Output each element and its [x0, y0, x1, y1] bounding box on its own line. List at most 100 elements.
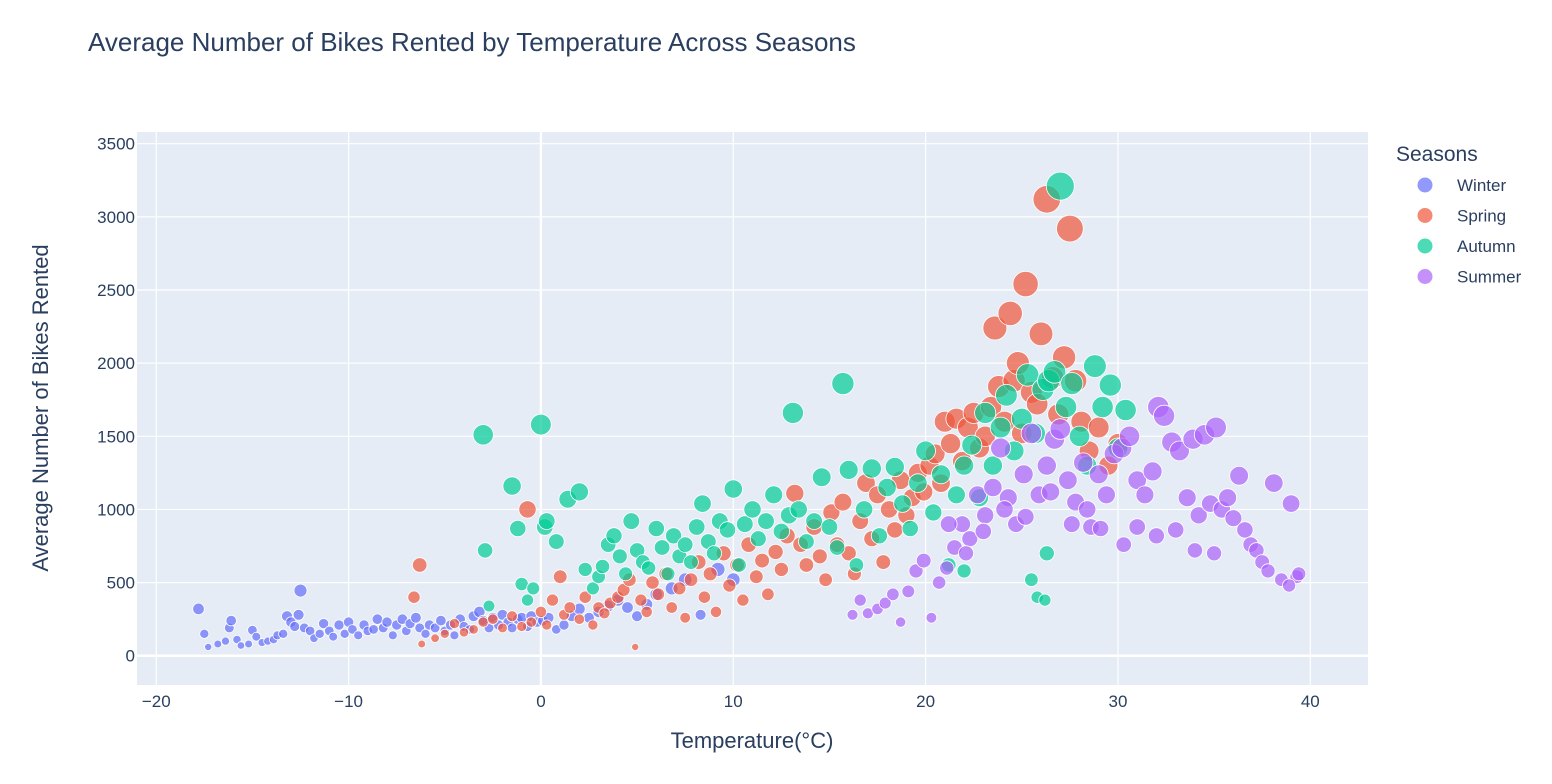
data-point-autumn[interactable] [811, 467, 832, 488]
data-point-autumn[interactable] [547, 533, 565, 550]
data-point-spring[interactable] [811, 548, 828, 565]
data-point-autumn[interactable] [954, 455, 975, 476]
data-point-spring[interactable] [940, 433, 962, 455]
data-point-spring[interactable] [665, 601, 678, 614]
data-point-autumn[interactable] [1038, 593, 1052, 607]
data-point-autumn[interactable] [1042, 360, 1067, 384]
data-point-spring[interactable] [722, 578, 737, 593]
data-point-autumn[interactable] [605, 527, 623, 545]
data-point-autumn[interactable] [537, 512, 556, 530]
data-point-autumn[interactable] [1038, 545, 1055, 562]
data-point-autumn[interactable] [688, 518, 706, 536]
data-point-summer[interactable] [1177, 488, 1197, 508]
data-point-summer[interactable] [1291, 566, 1307, 582]
data-point-autumn[interactable] [586, 581, 600, 596]
data-point-summer[interactable] [925, 611, 938, 624]
legend-item-summer[interactable]: Summer [1417, 268, 1522, 287]
data-point-summer[interactable] [1097, 485, 1116, 505]
data-point-winter[interactable] [278, 628, 289, 639]
data-point-autumn[interactable] [901, 519, 919, 538]
data-point-autumn[interactable] [924, 503, 943, 522]
data-point-summer[interactable] [1078, 500, 1097, 519]
data-point-autumn[interactable] [915, 440, 936, 462]
data-point-summer[interactable] [1282, 578, 1297, 593]
data-point-spring[interactable] [798, 557, 815, 573]
data-point-spring[interactable] [573, 613, 586, 625]
data-point-autumn[interactable] [521, 593, 535, 607]
data-point-spring[interactable] [458, 627, 470, 638]
data-point-summer[interactable] [1092, 519, 1110, 538]
data-point-summer[interactable] [901, 584, 916, 599]
data-point-autumn[interactable] [569, 482, 589, 502]
data-point-spring[interactable] [506, 610, 518, 623]
data-point-spring[interactable] [702, 566, 718, 582]
data-point-winter[interactable] [621, 601, 634, 614]
data-point-summer[interactable] [1073, 452, 1094, 473]
data-point-summer[interactable] [974, 522, 992, 541]
data-point-winter[interactable] [368, 624, 379, 635]
data-point-spring[interactable] [477, 616, 489, 628]
data-point-summer[interactable] [886, 587, 900, 602]
data-point-autumn[interactable] [1098, 373, 1122, 397]
data-point-spring[interactable] [497, 622, 508, 634]
data-point-winter[interactable] [435, 614, 447, 627]
data-point-autumn[interactable] [660, 566, 676, 582]
data-point-spring[interactable] [1028, 321, 1054, 347]
data-point-winter[interactable] [232, 634, 242, 645]
data-point-summer[interactable] [1147, 527, 1165, 545]
data-point-summer[interactable] [894, 616, 907, 628]
data-point-spring[interactable] [833, 492, 853, 512]
data-point-autumn[interactable] [706, 545, 723, 562]
data-point-autumn[interactable] [789, 500, 808, 519]
data-point-autumn[interactable] [828, 539, 846, 556]
data-point-spring[interactable] [518, 500, 537, 519]
data-point-autumn[interactable] [961, 434, 983, 456]
data-point-autumn[interactable] [1068, 425, 1091, 447]
data-point-spring[interactable] [697, 590, 712, 604]
data-point-summer[interactable] [976, 506, 995, 525]
data-point-spring[interactable] [754, 552, 770, 569]
data-point-spring[interactable] [534, 605, 548, 619]
data-point-summer[interactable] [853, 593, 867, 607]
data-point-spring[interactable] [417, 639, 427, 649]
data-point-autumn[interactable] [982, 455, 1003, 476]
data-point-spring[interactable] [631, 643, 640, 652]
data-point-summer[interactable] [878, 596, 892, 610]
data-point-spring[interactable] [430, 633, 440, 643]
data-point-winter[interactable] [694, 608, 707, 621]
data-point-summer[interactable] [1264, 473, 1284, 493]
data-point-spring[interactable] [997, 300, 1023, 326]
data-point-spring[interactable] [563, 601, 577, 614]
data-point-spring[interactable] [516, 621, 528, 632]
data-point-autumn[interactable] [974, 401, 997, 424]
data-point-autumn[interactable] [665, 527, 683, 545]
data-point-winter[interactable] [420, 628, 431, 639]
data-point-spring[interactable] [578, 590, 592, 604]
data-point-autumn[interactable] [611, 548, 628, 565]
data-point-winter[interactable] [333, 619, 345, 631]
data-point-autumn[interactable] [1024, 572, 1039, 587]
data-point-spring[interactable] [412, 557, 428, 573]
data-point-autumn[interactable] [956, 563, 972, 579]
data-point-summer[interactable] [958, 545, 975, 562]
data-point-summer[interactable] [1013, 464, 1034, 485]
data-point-summer[interactable] [1118, 425, 1141, 447]
data-point-autumn[interactable] [1045, 171, 1075, 201]
data-point-summer[interactable] [1063, 515, 1081, 533]
data-point-autumn[interactable] [805, 512, 823, 530]
data-point-summer[interactable] [1236, 521, 1254, 539]
data-point-spring[interactable] [439, 628, 450, 639]
data-point-spring[interactable] [672, 581, 687, 596]
data-point-summer[interactable] [1049, 418, 1072, 440]
data-point-autumn[interactable] [476, 542, 494, 559]
data-point-winter[interactable] [213, 639, 223, 649]
data-point-summer[interactable] [995, 500, 1014, 519]
data-point-summer[interactable] [1189, 506, 1208, 525]
data-point-summer[interactable] [939, 515, 958, 533]
data-point-summer[interactable] [1058, 470, 1078, 490]
data-point-autumn[interactable] [502, 476, 522, 496]
data-point-autumn[interactable] [622, 512, 641, 530]
data-point-summer[interactable] [983, 477, 1003, 498]
data-point-winter[interactable] [318, 618, 330, 630]
data-point-spring[interactable] [785, 483, 805, 503]
